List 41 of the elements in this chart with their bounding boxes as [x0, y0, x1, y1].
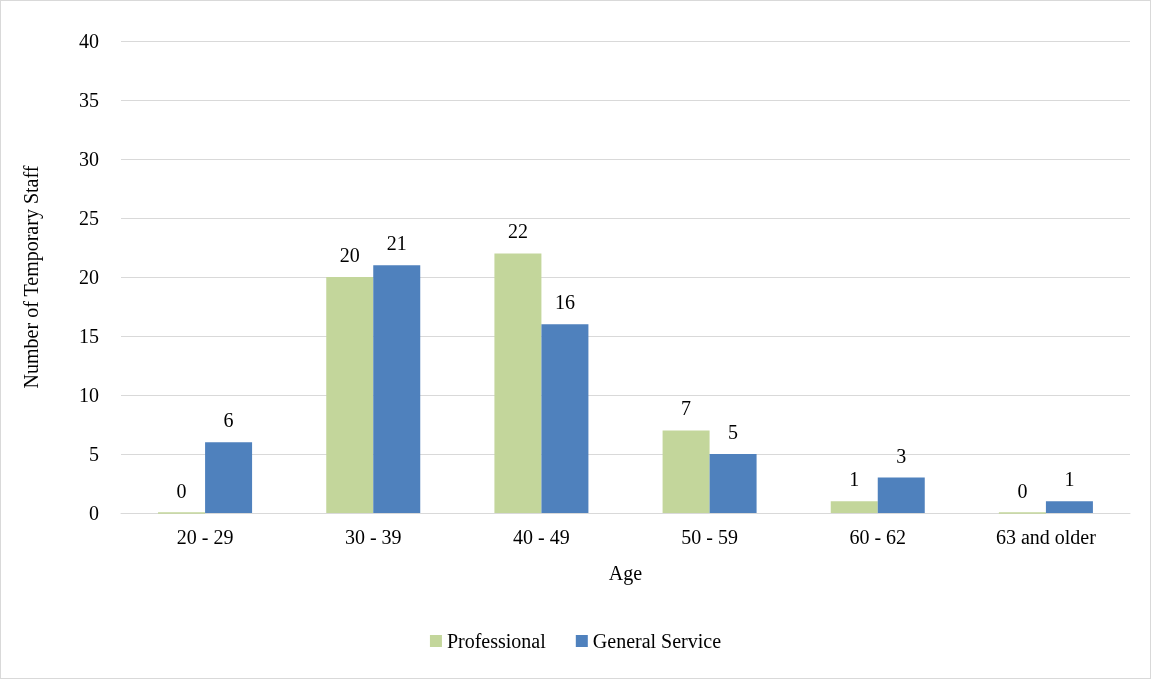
data-label: 5	[728, 421, 739, 443]
bar	[662, 430, 710, 513]
y-tick-label: 20	[79, 266, 99, 288]
bar	[326, 277, 374, 513]
data-label: 0	[176, 479, 187, 502]
data-label: 0	[1017, 479, 1028, 502]
data-label: 21	[386, 232, 407, 255]
data-label: 1	[1064, 468, 1075, 491]
bar	[709, 454, 757, 513]
y-tick-label: 15	[79, 325, 99, 347]
y-tick-label: 0	[89, 502, 99, 524]
y-tick-label: 25	[79, 207, 99, 229]
x-tick-label: 20 - 29	[176, 526, 234, 548]
data-label: 7	[681, 397, 692, 420]
data-label: 1	[849, 468, 860, 491]
data-label: 6	[223, 409, 234, 432]
data-label: 22	[507, 220, 528, 243]
data-label: 16	[554, 291, 575, 314]
x-tick-label: 60 - 62	[849, 526, 907, 548]
x-axis-title: Age	[608, 562, 643, 585]
y-tick-label: 10	[79, 384, 99, 406]
x-tick-label: 63 and older	[995, 526, 1097, 548]
y-tick-label: 35	[79, 89, 99, 111]
y-tick-label: 5	[89, 443, 99, 465]
bar	[830, 501, 878, 513]
bar	[494, 253, 542, 513]
bar	[373, 265, 421, 513]
legend-label: Professional	[446, 630, 547, 652]
x-tick-label: 30 - 39	[344, 526, 402, 548]
data-label: 20	[339, 244, 360, 266]
x-tick-label: 50 - 59	[681, 526, 738, 548]
bar	[205, 442, 253, 513]
legend-label: General Service	[592, 630, 722, 652]
y-axis-title: Number of Temporary Staff	[20, 165, 43, 389]
bar	[541, 324, 589, 513]
x-tick-label: 40 - 49	[513, 526, 570, 548]
bar	[877, 477, 925, 513]
data-label: 3	[896, 444, 907, 467]
y-tick-label: 30	[79, 148, 99, 170]
y-tick-label: 40	[79, 30, 99, 52]
bar	[1045, 501, 1093, 513]
